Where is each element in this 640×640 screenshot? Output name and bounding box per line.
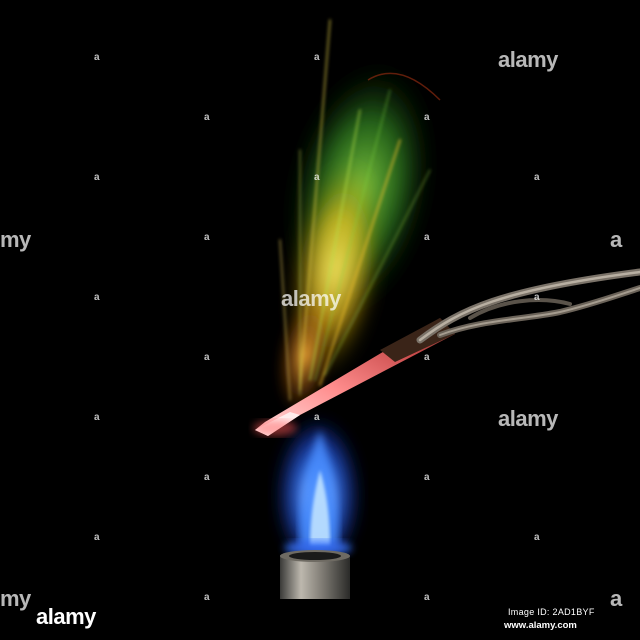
watermark-brand-partial: my	[0, 227, 31, 252]
watermark-small: a	[94, 52, 100, 63]
watermark-small: a	[424, 112, 430, 123]
watermark-small: a	[424, 352, 430, 363]
watermark-small: a	[204, 232, 210, 243]
watermark-brand-partial: a	[610, 227, 622, 252]
watermark-small: a	[534, 172, 540, 183]
burner-nozzle	[280, 550, 350, 599]
watermark-brand: alamy	[281, 286, 341, 311]
tongs	[416, 268, 640, 344]
watermark-small: a	[204, 352, 210, 363]
watermark-small: a	[534, 292, 540, 303]
watermark-small: a	[314, 412, 320, 423]
watermark-brand-partial: my	[0, 586, 31, 611]
watermark-brand-partial: a	[610, 586, 622, 611]
watermark-brand: alamy	[498, 47, 558, 72]
watermark-small: a	[94, 172, 100, 183]
watermark-small: a	[204, 592, 210, 603]
watermark-small: a	[424, 472, 430, 483]
footer-brand-logo: alamy	[36, 604, 96, 629]
watermark-small: a	[534, 532, 540, 543]
watermark-small: a	[94, 412, 100, 423]
watermark-brand: alamy	[498, 406, 558, 431]
watermark-small: a	[204, 112, 210, 123]
image-id-label: Image ID: 2AD1BYF	[508, 607, 595, 617]
watermark-small: a	[94, 292, 100, 303]
watermark-small: a	[424, 592, 430, 603]
footer-url: www.alamy.com	[504, 620, 577, 631]
watermark-small: a	[314, 52, 320, 63]
watermark-small: a	[204, 472, 210, 483]
watermark-small: a	[94, 532, 100, 543]
spark-plume	[275, 19, 441, 415]
watermark-small: a	[424, 232, 430, 243]
watermark-small: a	[314, 172, 320, 183]
